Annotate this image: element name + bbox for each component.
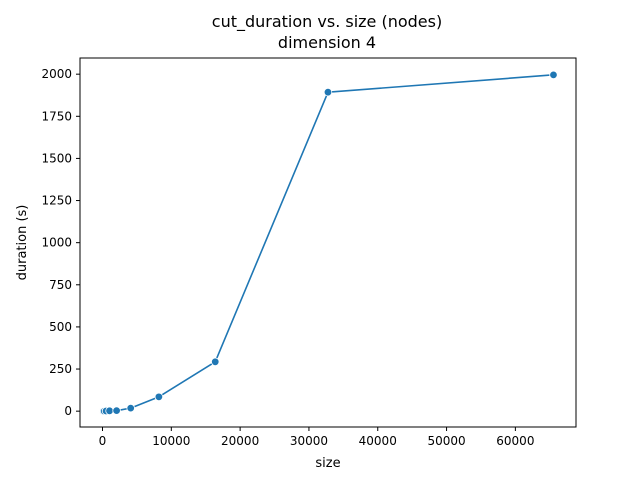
data-point <box>126 403 135 413</box>
x-tick-label: 40000 <box>359 434 397 448</box>
data-point <box>323 88 333 97</box>
y-axis: 0 250 500 750 1000 1250 1500 1750 2000 <box>41 67 80 418</box>
y-tick-label: 750 <box>49 278 72 292</box>
data-point <box>105 406 114 416</box>
x-tick-label: 10000 <box>152 434 190 448</box>
data-point <box>154 392 164 402</box>
y-tick-label: 1750 <box>41 109 72 123</box>
x-axis: 0 10000 20000 30000 40000 50000 60000 <box>99 427 534 448</box>
y-tick-label: 1500 <box>41 151 72 165</box>
chart-title: cut_duration vs. size (nodes) <box>212 12 442 32</box>
y-tick-label: 0 <box>64 404 72 418</box>
data-point <box>549 70 558 80</box>
marker-layer <box>98 70 558 416</box>
y-tick-label: 1250 <box>41 194 72 208</box>
plot-background <box>80 58 576 427</box>
y-tick-label: 250 <box>49 362 72 376</box>
x-tick-label: 30000 <box>290 434 328 448</box>
plot-area <box>79 57 577 428</box>
y-axis-label: duration (s) <box>15 205 30 281</box>
data-point <box>112 406 121 415</box>
x-tick-label: 60000 <box>496 434 534 448</box>
y-tick-label: 500 <box>49 320 72 334</box>
x-axis-label: size <box>315 456 340 471</box>
x-tick-label: 20000 <box>221 434 259 448</box>
x-tick-label: 50000 <box>427 434 465 448</box>
chart-subtitle: dimension 4 <box>278 33 376 52</box>
y-tick-label: 2000 <box>41 67 72 81</box>
x-tick-label: 0 <box>99 434 107 448</box>
y-tick-label: 1000 <box>41 236 72 250</box>
data-point <box>211 357 220 366</box>
